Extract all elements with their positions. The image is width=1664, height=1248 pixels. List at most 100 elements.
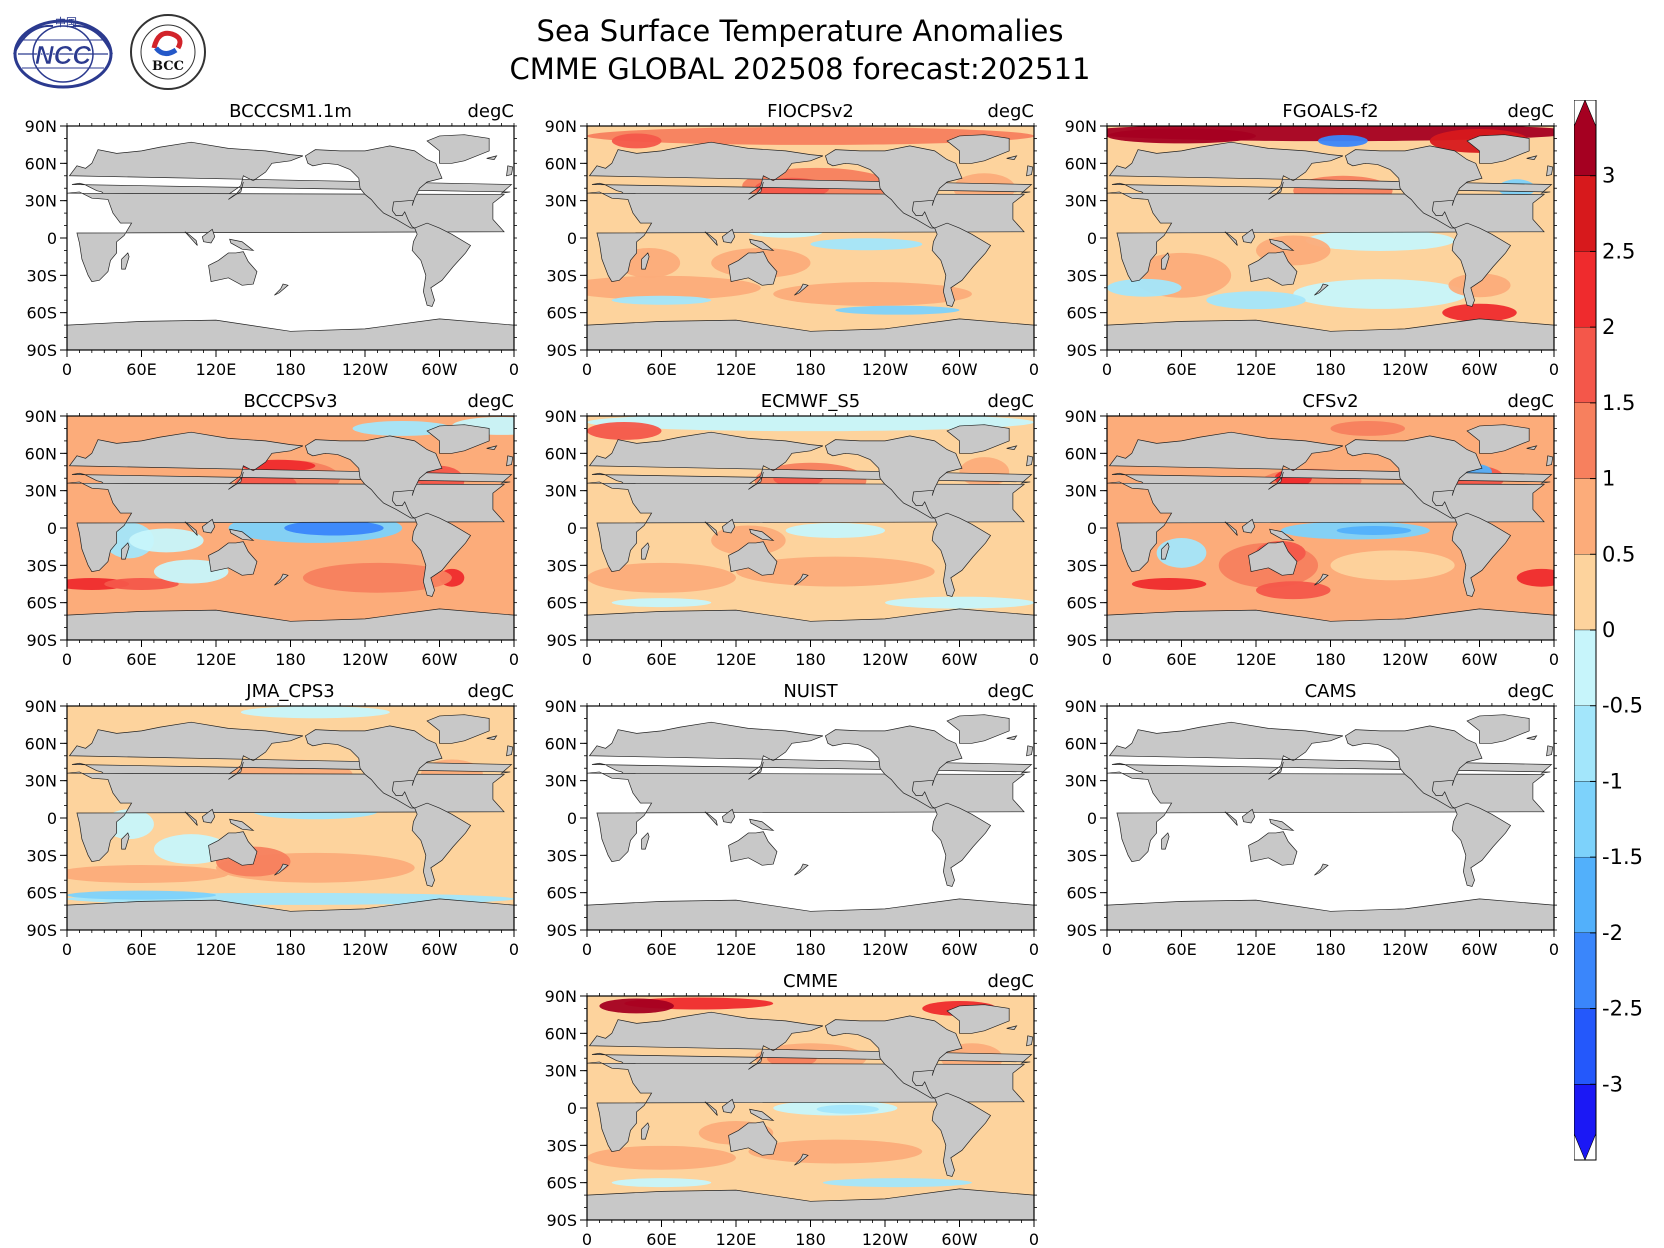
land-mass (1344, 145, 1483, 229)
lon-tick-label: 60W (941, 940, 977, 959)
colorbar-label: -2 (1602, 921, 1623, 945)
land-mass (1314, 283, 1329, 296)
lat-tick-label: 0 (567, 229, 577, 248)
land-mass (721, 228, 736, 244)
lon-tick-label: 180 (795, 1230, 826, 1248)
land-mass (208, 541, 258, 576)
panel-units: degC (988, 971, 1035, 992)
anomaly-region (773, 282, 972, 306)
lat-tick-label: 60N (545, 734, 577, 753)
anomaly-region (587, 275, 761, 300)
lat-tick-label: 0 (1087, 809, 1097, 828)
lon-tick-label: 0 (1549, 360, 1559, 379)
lon-tick-label: 60W (941, 360, 977, 379)
land-mass (121, 832, 130, 850)
land-mass (1241, 228, 1256, 244)
lat-tick-label: 60N (25, 154, 57, 173)
lat-tick-label: 90N (1065, 407, 1097, 426)
colorbar-swatch (1574, 402, 1597, 479)
map-panel-bcccsm1-1m: 90N 60N 30N 0 30S 60S 90S 0 60E 120E 180 120W 60W 0 BC… (25, 101, 519, 379)
land-mass (506, 745, 514, 757)
lat-tick-label: 90N (1065, 117, 1097, 136)
land-mass (201, 228, 216, 244)
anomaly-region (611, 295, 712, 305)
land-mass (121, 252, 130, 270)
anomaly-region (1256, 581, 1331, 600)
colorbar-label: 1.5 (1602, 391, 1635, 415)
anomaly-region (611, 598, 712, 608)
land-mass (506, 165, 514, 177)
land-mass (587, 1188, 1034, 1220)
anomaly-region (284, 520, 384, 536)
land-mass (184, 521, 198, 536)
land-mass (721, 808, 736, 824)
anomaly-region (104, 578, 179, 590)
title-line-1: Sea Surface Temperature Anomalies (536, 14, 1064, 48)
lon-tick-label: 60E (646, 1230, 676, 1248)
lon-tick-label: 120W (342, 360, 389, 379)
land-mass (641, 252, 650, 270)
anomaly-region (67, 865, 229, 883)
lon-tick-label: 120W (1382, 650, 1429, 669)
land-mass (946, 1004, 1010, 1034)
anomaly-region (1293, 279, 1468, 309)
lat-tick-label: 60N (545, 154, 577, 173)
anomaly-region (748, 1139, 923, 1164)
lat-tick-label: 60S (26, 594, 57, 613)
colorbar-label: 0.5 (1602, 542, 1635, 566)
panel-title: CFSv2 (1302, 391, 1358, 412)
lat-tick-label: 30N (25, 482, 57, 501)
lat-tick-label: 0 (1087, 519, 1097, 538)
lon-tick-label: 120E (1236, 650, 1277, 669)
anomaly-region (1516, 568, 1554, 587)
lat-tick-label: 60S (546, 304, 577, 323)
lon-tick-label: 60W (941, 1230, 977, 1248)
lon-tick-label: 180 (1315, 650, 1346, 669)
colorbar-swatch (1574, 1083, 1597, 1161)
land-mass (486, 155, 498, 160)
lat-tick-label: 90S (1066, 631, 1097, 650)
lon-tick-label: 120W (342, 650, 389, 669)
lat-tick-label: 90S (546, 921, 577, 940)
lat-tick-label: 30N (545, 192, 577, 211)
anomaly-region (885, 596, 1034, 609)
lon-tick-label: 180 (795, 940, 826, 959)
colorbar-swatch (1574, 554, 1597, 631)
colorbar-swatch (1574, 1008, 1597, 1085)
panel-units: degC (988, 101, 1035, 122)
lat-tick-label: 30S (26, 266, 57, 285)
land-mass (229, 238, 255, 251)
land-mass (486, 735, 498, 740)
land-mass (794, 283, 809, 296)
land-mass (506, 455, 514, 467)
land-mass (1546, 165, 1554, 177)
land-mass (748, 471, 764, 490)
lat-tick-label: 90S (26, 631, 57, 650)
anomaly-region (302, 562, 452, 593)
land-mass (587, 608, 1034, 640)
lon-tick-label: 60W (941, 650, 977, 669)
land-mass (1006, 1025, 1018, 1030)
lon-tick-label: 180 (275, 940, 306, 959)
land-mass (641, 1122, 650, 1140)
land-mass (1526, 155, 1538, 160)
land-mass (201, 808, 216, 824)
lat-tick-label: 0 (47, 519, 57, 538)
land-mass (1241, 808, 1256, 824)
anomaly-region (810, 238, 923, 251)
lon-tick-label: 0 (509, 360, 519, 379)
lat-tick-label: 30N (545, 772, 577, 791)
lon-tick-label: 0 (62, 940, 72, 959)
map-panel-cams: 90N 60N 30N 0 30S 60S 90S 0 60E 120E 180 120W 60W 0 CA… (1065, 681, 1559, 959)
panel-title: ECMWF_S5 (761, 391, 861, 412)
lon-tick-label: 0 (1102, 360, 1112, 379)
lon-tick-label: 0 (1549, 650, 1559, 669)
lon-tick-label: 0 (582, 650, 592, 669)
land-mass (304, 725, 443, 809)
panel-title: CAMS (1305, 681, 1357, 702)
panel-title: FGOALS-f2 (1282, 101, 1378, 122)
colorbar-label: -1.5 (1602, 845, 1643, 869)
land-mass (1107, 608, 1554, 640)
map-panel-fiocpsv2: 90N 60N 30N 0 30S 60S 90S 0 60E 120E 180 120W 60W 0 FI… (545, 101, 1039, 379)
land-mass (1161, 542, 1170, 560)
